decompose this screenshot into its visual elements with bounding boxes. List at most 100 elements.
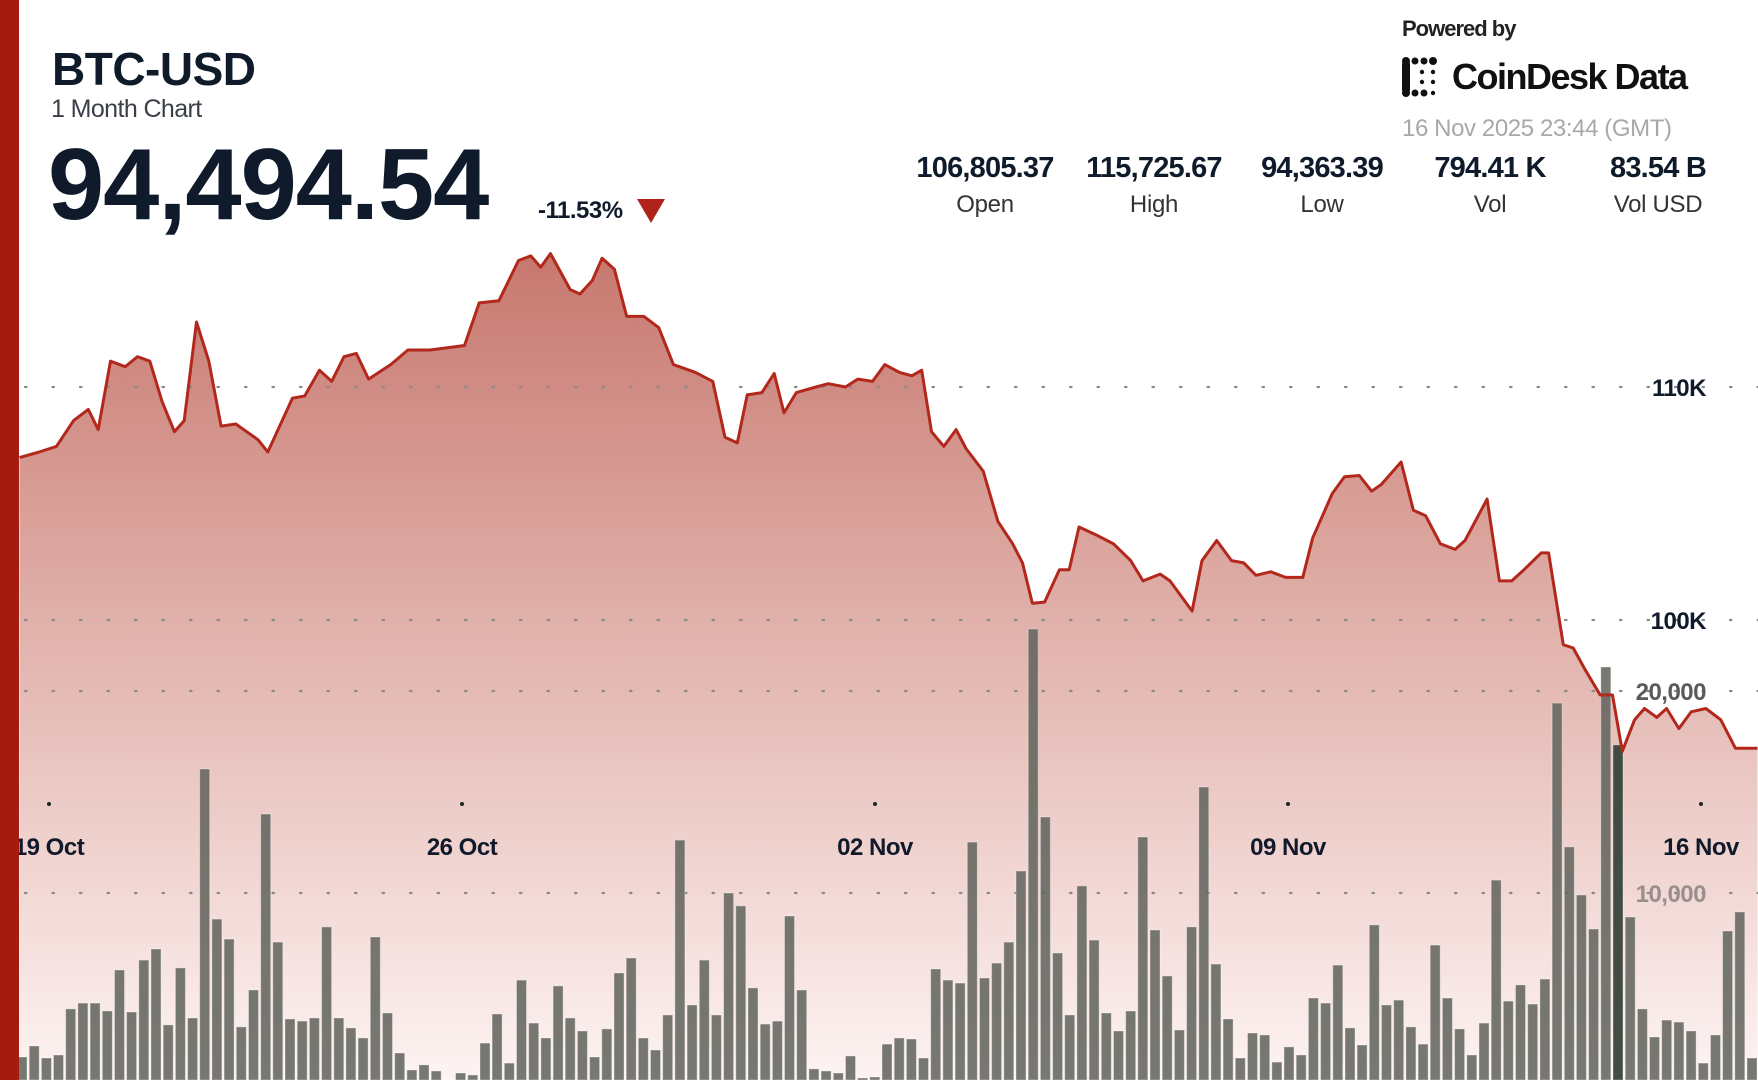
- volume-bar: [223, 938, 235, 1080]
- volume-bar: [308, 1017, 320, 1080]
- stat-label: Vol USD: [1613, 191, 1703, 218]
- stat-open: 106,805.37 Open: [900, 152, 1070, 219]
- volume-bar: [1259, 1034, 1271, 1080]
- volume-bar: [1490, 879, 1502, 1080]
- volume-bar: [345, 1027, 357, 1080]
- volume-bar: [1673, 1021, 1685, 1080]
- volume-bar: [1186, 926, 1198, 1080]
- volume-bar: [991, 962, 1003, 1080]
- volume-bar: [686, 1004, 698, 1080]
- volume-bar: [1527, 1003, 1539, 1080]
- volume-bar: [601, 1028, 613, 1080]
- volume-bar: [418, 1064, 430, 1080]
- volume-bar: [589, 1056, 601, 1080]
- volume-axis-label: 20,000: [1636, 679, 1707, 706]
- volume-bar: [321, 926, 333, 1080]
- volume-bar: [1539, 978, 1551, 1080]
- volume-bar: [1088, 939, 1100, 1080]
- volume-bar: [1344, 1027, 1356, 1080]
- volume-bar: [1076, 885, 1088, 1080]
- volume-bar: [845, 1055, 856, 1080]
- brand-name: CoinDesk Data: [1452, 56, 1688, 97]
- volume-bar: [1003, 941, 1015, 1080]
- volume-bar: [1734, 911, 1746, 1080]
- volume-bar: [942, 979, 954, 1080]
- volume-bar: [1039, 816, 1051, 1080]
- stat-label: High: [1129, 191, 1179, 218]
- volume-bar: [114, 969, 125, 1080]
- volume-bar: [966, 841, 978, 1080]
- volume-bar: [406, 1069, 418, 1080]
- volume-bar: [796, 989, 808, 1080]
- volume-bar: [1368, 924, 1380, 1080]
- volume-bar: [1283, 1046, 1295, 1080]
- powered-by: Powered by: [1402, 16, 1516, 41]
- stat-label: Vol: [1473, 191, 1507, 218]
- volume-bar: [1661, 1019, 1673, 1080]
- volume-bar: [918, 1057, 929, 1080]
- volume-bar: [1478, 1022, 1490, 1080]
- volume-bar: [540, 1037, 552, 1080]
- volume-bar: [284, 1018, 296, 1080]
- volume-bar: [1271, 1061, 1283, 1080]
- volume-bar: [1198, 786, 1210, 1080]
- volume-bar: [503, 1062, 515, 1080]
- volume-bar: [1429, 944, 1441, 1080]
- volume-bar: [126, 1011, 138, 1080]
- volume-bar: [1125, 1010, 1137, 1080]
- volume-bar: [272, 941, 284, 1080]
- x-tick-mark: [873, 802, 877, 806]
- volume-bar: [1015, 870, 1027, 1080]
- chart-period: 1 Month Chart: [51, 95, 202, 123]
- volume-bar: [979, 977, 990, 1080]
- volume-bar: [1588, 928, 1600, 1080]
- volume-bar: [333, 1017, 345, 1080]
- timestamp: 16 Nov 2025 23:44 (GMT): [1402, 115, 1672, 142]
- volume-bar: [650, 1049, 661, 1080]
- volume-bar: [1722, 930, 1734, 1080]
- accent-bar: [0, 0, 19, 1080]
- volume-bar: [1332, 964, 1344, 1080]
- price-change: -11.53%: [538, 197, 665, 225]
- volume-bar: [735, 905, 747, 1080]
- volume-bar: [930, 968, 942, 1080]
- volume-bar: [174, 967, 186, 1080]
- volume-bar: [260, 813, 272, 1080]
- volume-bar: [710, 1014, 722, 1080]
- volume-bar: [576, 1030, 588, 1080]
- volume-bar: [53, 1054, 64, 1080]
- volume-bar: [698, 959, 710, 1080]
- x-tick-mark: [47, 802, 51, 806]
- volume-bar: [89, 1002, 101, 1080]
- volume-bar: [1575, 894, 1587, 1080]
- x-tick-label: 09 Nov: [1250, 834, 1327, 861]
- volume-bar: [759, 1023, 771, 1080]
- x-tick-mark: [1286, 802, 1290, 806]
- price-axis-label: 110K: [1652, 375, 1707, 402]
- stat-vol: 794.41 K Vol: [1405, 152, 1575, 219]
- volume-bar: [1551, 702, 1563, 1080]
- volume-bar: [1685, 1030, 1697, 1080]
- current-price: 94,494.54: [48, 129, 489, 241]
- volume-bar: [1746, 1057, 1758, 1080]
- volume-bar: [1600, 666, 1612, 1080]
- volume-bar: [832, 1072, 844, 1080]
- volume-bar: [1649, 1036, 1660, 1080]
- stat-value: 83.54 B: [1610, 152, 1707, 184]
- volume-bar: [1210, 963, 1222, 1080]
- volume-bar: [1466, 1054, 1478, 1080]
- price-axis-label: 100K: [1651, 608, 1708, 635]
- price-area-fill: [19, 253, 1758, 1080]
- volume-bar: [248, 989, 259, 1080]
- volume-bar: [65, 1008, 77, 1080]
- volume-bar: [1149, 929, 1161, 1080]
- volume-bar: [857, 1077, 869, 1080]
- volume-bar: [382, 1012, 393, 1080]
- stat-value: 115,725.67: [1086, 152, 1222, 184]
- stat-high: 115,725.67 High: [1069, 152, 1239, 219]
- volume-bar: [552, 985, 564, 1080]
- volume-bar: [1515, 984, 1526, 1080]
- volume-bar: [296, 1020, 308, 1080]
- x-tick-label: 16 Nov: [1663, 834, 1740, 861]
